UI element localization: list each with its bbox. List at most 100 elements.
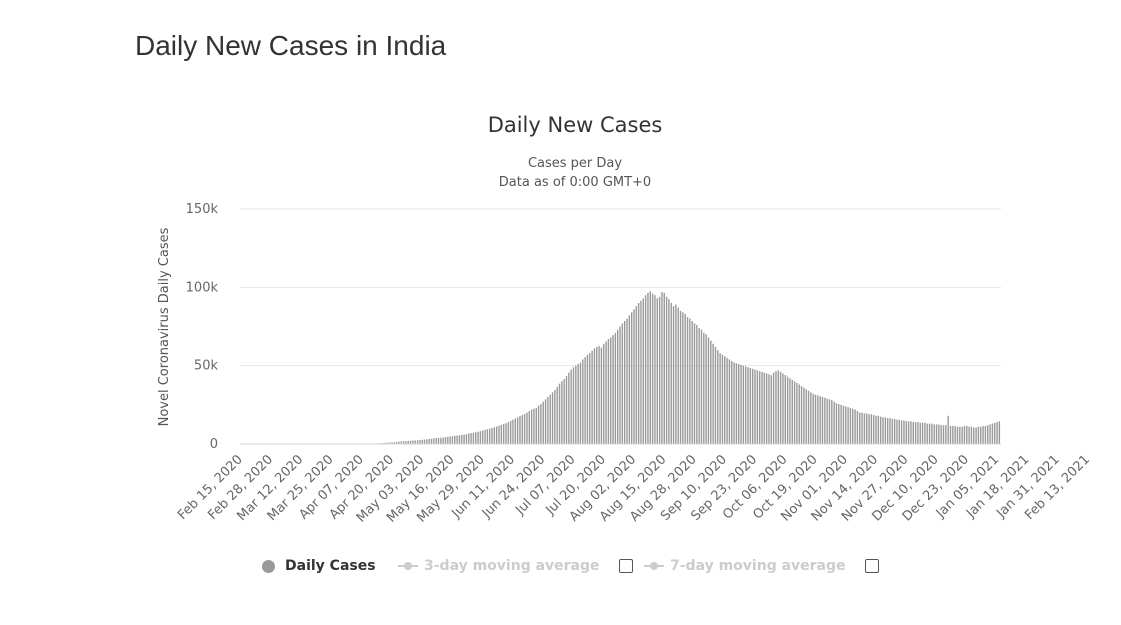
bar[interactable] — [440, 437, 442, 444]
bar[interactable] — [596, 346, 598, 444]
bar[interactable] — [451, 436, 454, 444]
bar[interactable] — [963, 425, 966, 444]
bar[interactable] — [402, 441, 405, 444]
bar[interactable] — [658, 296, 661, 444]
bar[interactable] — [877, 415, 880, 444]
bar[interactable] — [393, 442, 395, 444]
bar[interactable] — [724, 356, 726, 444]
bar[interactable] — [495, 426, 498, 444]
bar[interactable] — [945, 425, 947, 444]
bar[interactable] — [565, 375, 568, 444]
bar[interactable] — [973, 427, 975, 444]
bar[interactable] — [672, 306, 675, 444]
bar[interactable] — [859, 412, 861, 444]
bar[interactable] — [756, 370, 759, 444]
bar[interactable] — [512, 419, 514, 444]
bar[interactable] — [644, 295, 647, 444]
bar[interactable] — [754, 369, 756, 444]
bar[interactable] — [733, 362, 735, 444]
bar[interactable] — [989, 424, 991, 444]
bar[interactable] — [705, 334, 707, 444]
bar[interactable] — [952, 425, 954, 444]
bar[interactable] — [842, 405, 845, 444]
bar[interactable] — [528, 411, 530, 444]
bar[interactable] — [677, 307, 679, 444]
bar[interactable] — [782, 373, 784, 445]
bar[interactable] — [856, 411, 859, 444]
bar[interactable] — [489, 428, 491, 444]
bar[interactable] — [891, 418, 894, 444]
bar[interactable] — [656, 298, 658, 444]
bar[interactable] — [784, 375, 786, 444]
bar[interactable] — [479, 431, 482, 444]
bar[interactable] — [977, 426, 980, 444]
bar[interactable] — [614, 332, 617, 444]
bar[interactable] — [521, 415, 523, 444]
bar[interactable] — [761, 371, 763, 444]
bar[interactable] — [719, 353, 721, 444]
bar[interactable] — [540, 404, 542, 444]
bar[interactable] — [852, 408, 854, 444]
bar[interactable] — [563, 378, 565, 444]
bar[interactable] — [700, 329, 703, 444]
bar[interactable] — [900, 420, 903, 445]
bar[interactable] — [447, 436, 449, 444]
bar[interactable] — [975, 427, 977, 444]
bar[interactable] — [800, 386, 803, 444]
bar[interactable] — [498, 425, 500, 444]
bar[interactable] — [707, 337, 710, 444]
bar[interactable] — [698, 328, 700, 444]
bar[interactable] — [710, 340, 712, 444]
bar[interactable] — [589, 353, 591, 444]
bar[interactable] — [514, 418, 517, 444]
bar[interactable] — [416, 440, 419, 444]
bar[interactable] — [863, 413, 866, 444]
bar[interactable] — [386, 442, 389, 444]
bar[interactable] — [840, 404, 842, 444]
bar[interactable] — [807, 390, 810, 444]
bar[interactable] — [980, 426, 982, 444]
bar[interactable] — [575, 365, 577, 444]
bar[interactable] — [505, 423, 507, 444]
bar[interactable] — [838, 404, 840, 444]
bar[interactable] — [612, 335, 614, 444]
bar[interactable] — [586, 354, 589, 444]
bar[interactable] — [898, 419, 900, 444]
bar[interactable] — [635, 306, 638, 444]
bar[interactable] — [647, 292, 649, 444]
bar[interactable] — [961, 426, 963, 444]
bar[interactable] — [419, 440, 421, 444]
bar[interactable] — [549, 394, 551, 444]
bar[interactable] — [751, 368, 754, 444]
bar[interactable] — [924, 422, 926, 444]
bar[interactable] — [917, 422, 919, 444]
legend-item-3-day-average[interactable]: 3-day moving average — [398, 552, 600, 580]
bar[interactable] — [947, 415, 949, 444]
bar[interactable] — [959, 426, 961, 444]
bar[interactable] — [886, 418, 889, 444]
bar[interactable] — [998, 421, 1001, 444]
bar[interactable] — [796, 382, 798, 444]
bar[interactable] — [956, 426, 959, 444]
bar[interactable] — [623, 321, 626, 444]
bar[interactable] — [717, 350, 719, 444]
bar[interactable] — [940, 425, 942, 444]
bar[interactable] — [421, 439, 423, 444]
bar[interactable] — [405, 441, 407, 444]
bar[interactable] — [812, 393, 814, 444]
bar[interactable] — [912, 422, 914, 444]
bar[interactable] — [749, 368, 752, 444]
bar[interactable] — [456, 435, 458, 444]
bar[interactable] — [423, 439, 426, 444]
bar[interactable] — [893, 418, 896, 444]
bar[interactable] — [640, 300, 642, 444]
bar[interactable] — [721, 354, 724, 444]
bar[interactable] — [868, 414, 870, 444]
bar[interactable] — [970, 426, 973, 444]
bar[interactable] — [395, 441, 398, 444]
bar[interactable] — [523, 413, 526, 444]
bar[interactable] — [610, 337, 612, 444]
bar[interactable] — [384, 442, 386, 444]
bar[interactable] — [747, 367, 749, 444]
bar[interactable] — [633, 309, 635, 444]
